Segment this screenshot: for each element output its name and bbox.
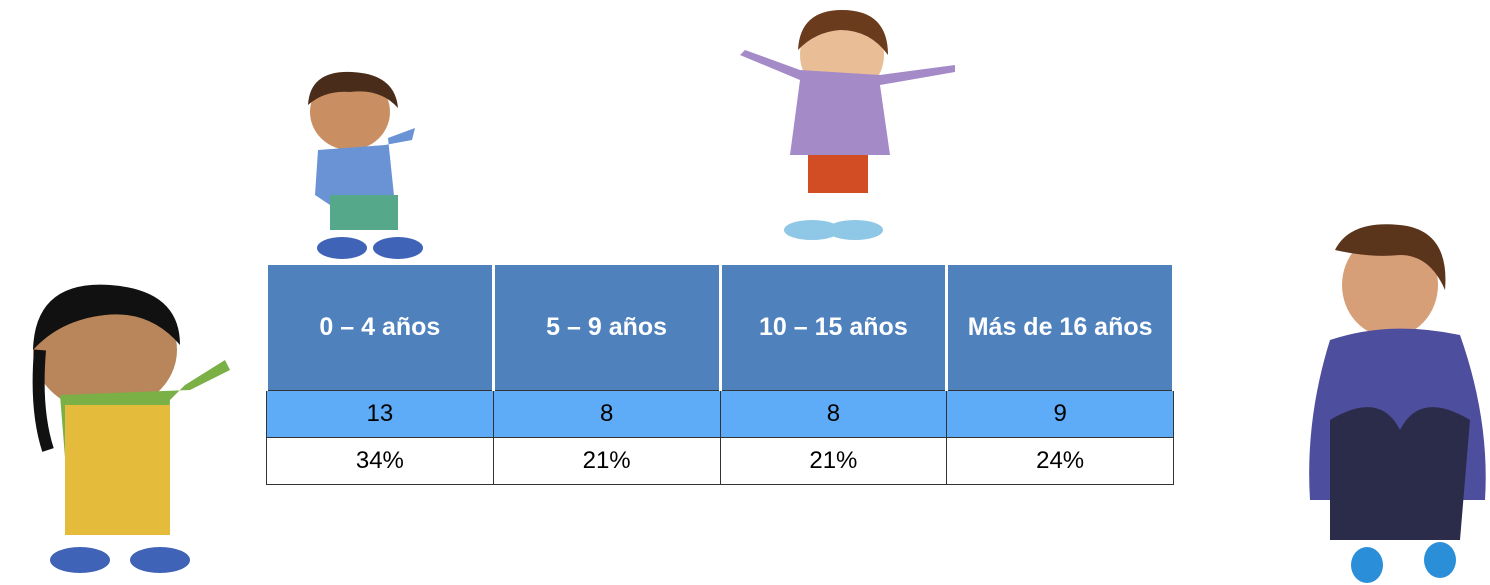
header-cell: 5 – 9 años — [491, 265, 722, 391]
table-body: 13 8 8 9 34% 21% 21% 24% — [266, 390, 1174, 485]
table-row: 13 8 8 9 — [266, 390, 1174, 438]
table-cell: 13 — [266, 390, 494, 438]
table-cell: 8 — [719, 390, 948, 438]
table-header: 0 – 4 años 5 – 9 años 10 – 15 años Más de 1… — [265, 265, 1175, 391]
table-cell: 21% — [492, 437, 721, 485]
girl-yellow — [32, 284, 230, 573]
table-cell: 21% — [719, 437, 948, 485]
boy-sitting — [1309, 224, 1486, 583]
table-cell: 34% — [266, 437, 494, 485]
header-cell: Más de 16 años — [945, 265, 1175, 391]
header-row: 0 – 4 años 5 – 9 años 10 – 15 años Más de 1… — [265, 265, 1175, 391]
table-cell: 24% — [946, 437, 1174, 485]
table-cell: 9 — [946, 390, 1174, 438]
header-cell: 10 – 15 años — [718, 265, 949, 391]
table-cell: 8 — [492, 390, 721, 438]
age-table: 0 – 4 años 5 – 9 años 10 – 15 años Más de 1… — [265, 265, 1175, 485]
table-row: 34% 21% 21% 24% — [266, 437, 1174, 485]
header-cell: 0 – 4 años — [265, 265, 495, 391]
girl-purple — [740, 10, 955, 240]
boy-small — [308, 71, 423, 259]
